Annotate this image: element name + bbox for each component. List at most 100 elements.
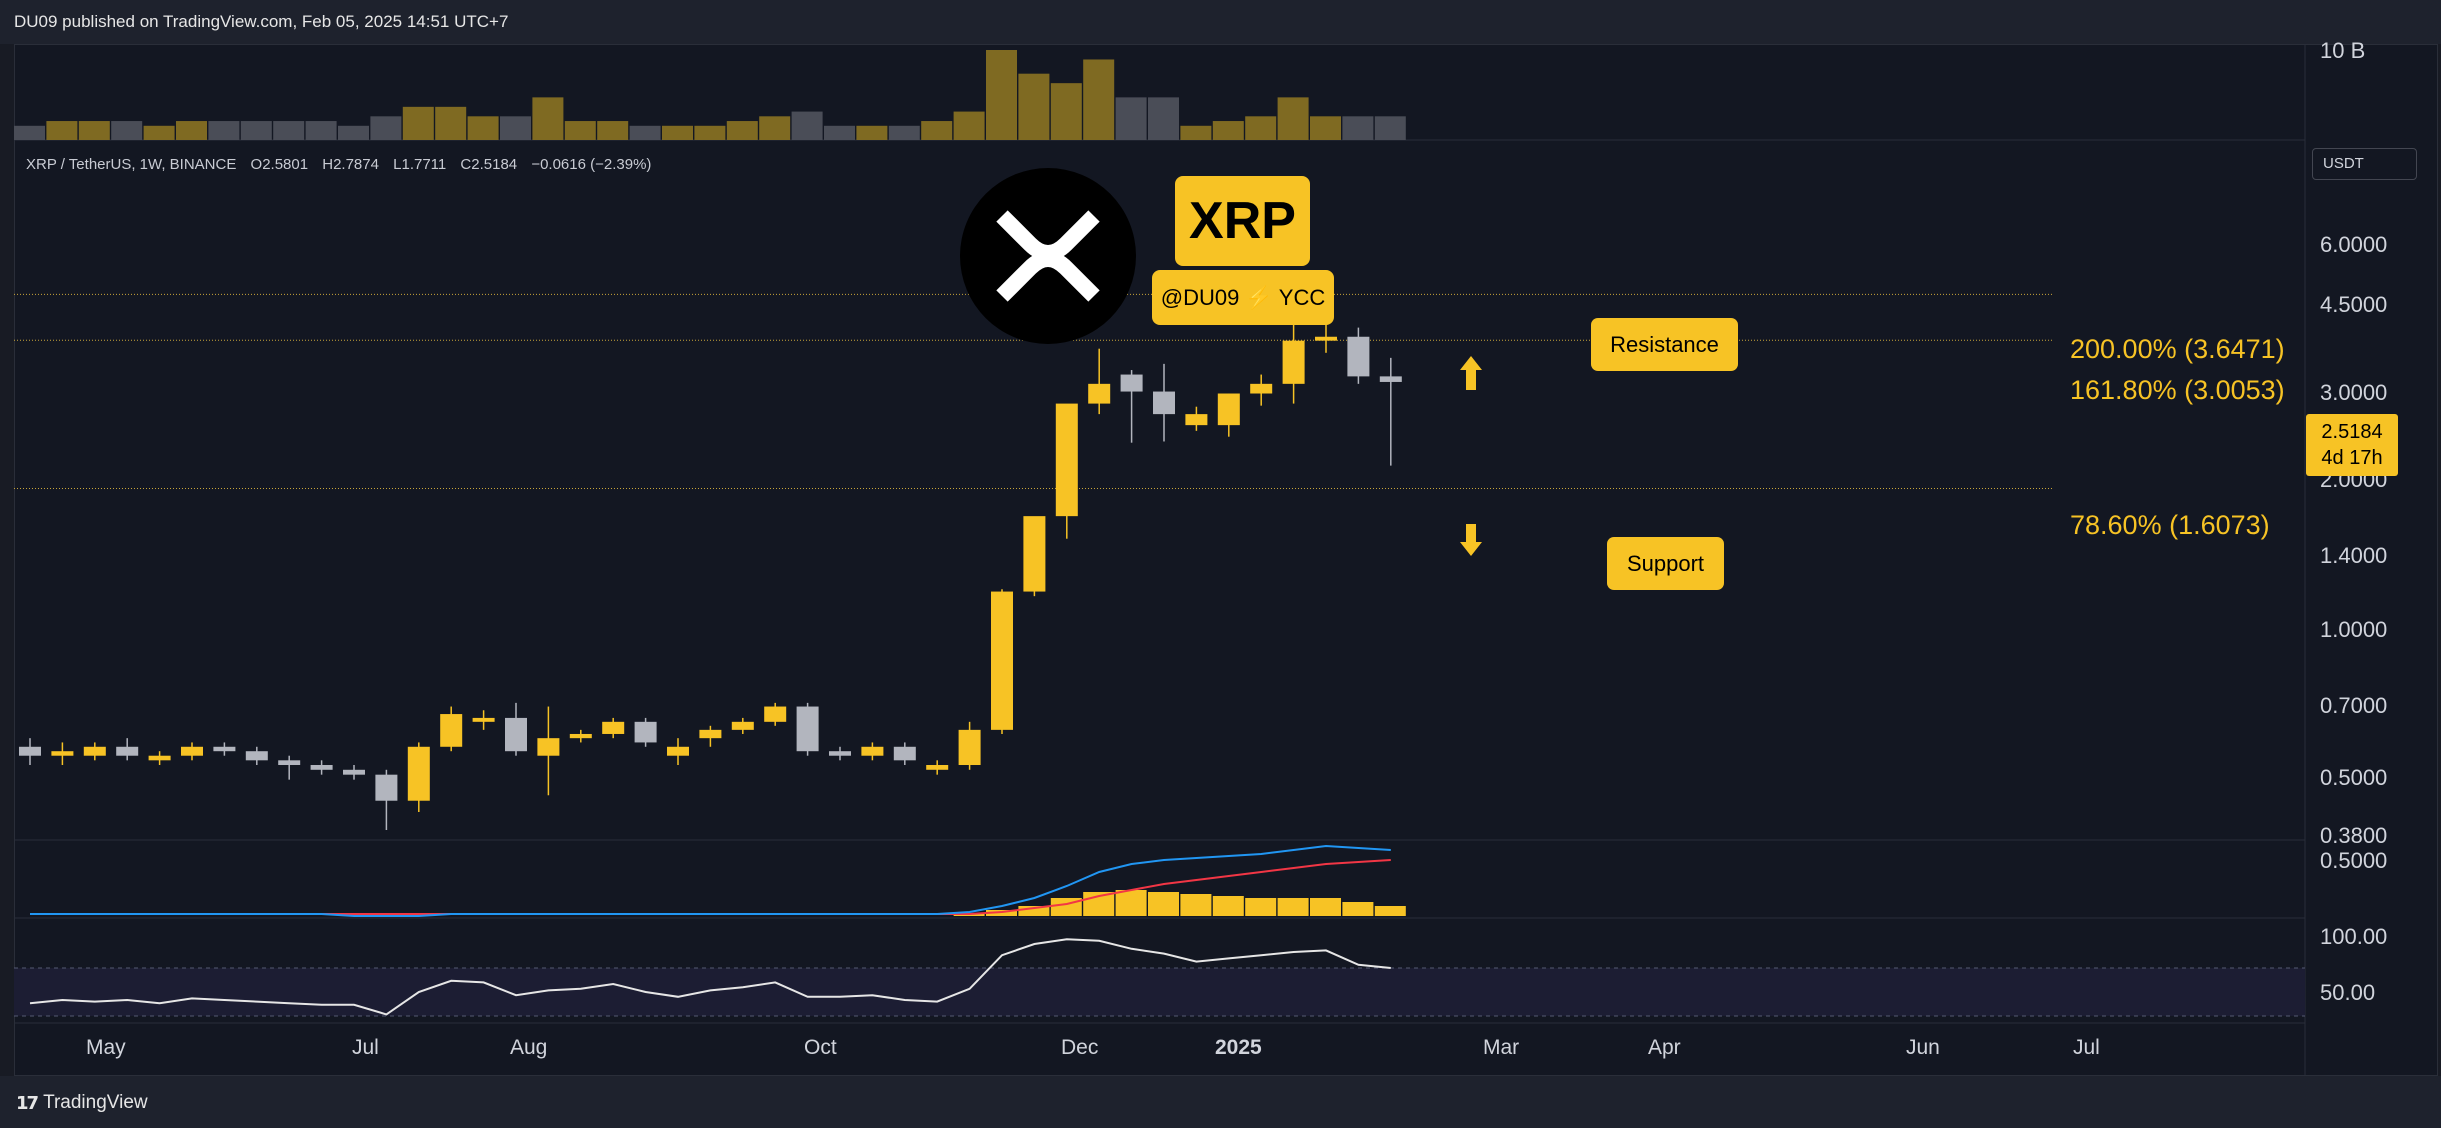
volume-bar bbox=[597, 121, 629, 140]
candle-body bbox=[343, 769, 365, 775]
volume-bar bbox=[888, 125, 920, 140]
candle-body bbox=[634, 721, 657, 743]
price-axis-label: 4.5000 bbox=[2320, 292, 2388, 317]
candle-body bbox=[893, 746, 916, 761]
candle-body bbox=[1185, 414, 1208, 426]
candle-body bbox=[861, 746, 884, 756]
macd-line bbox=[30, 844, 1391, 917]
macd-histogram-bar bbox=[1277, 898, 1309, 916]
candle-body bbox=[1088, 383, 1111, 404]
volume-bar bbox=[564, 121, 596, 140]
macd-histogram-bar bbox=[1018, 906, 1050, 916]
xrp-logo-icon bbox=[960, 168, 1136, 344]
symbol-name: XRP / TetherUS, 1W, BINANCE bbox=[26, 156, 237, 173]
fib-200-label: 200.00% (3.6471) bbox=[2070, 334, 2285, 364]
volume-bar bbox=[629, 125, 661, 140]
candle-body bbox=[213, 746, 236, 752]
price-axis-label: 3.0000 bbox=[2320, 380, 2388, 405]
volume-bar bbox=[240, 121, 272, 140]
candle-body bbox=[310, 765, 333, 770]
volume-bar bbox=[1342, 116, 1374, 140]
macd-histogram-bar bbox=[1115, 890, 1147, 916]
volume-bar bbox=[305, 121, 337, 140]
candle-body bbox=[1282, 340, 1305, 384]
candle-body bbox=[1379, 376, 1402, 382]
candle-body bbox=[1120, 374, 1143, 392]
resistance-label: Resistance bbox=[1591, 318, 1738, 371]
candle-body bbox=[958, 729, 981, 766]
macd-histogram-bar bbox=[1342, 902, 1374, 916]
volume-bar bbox=[759, 116, 791, 140]
time-axis-label: Jul bbox=[2073, 1036, 2100, 1059]
candle-body bbox=[51, 751, 74, 756]
volume-bar bbox=[467, 116, 499, 140]
change-value: −0.0616 (−2.39%) bbox=[531, 156, 652, 173]
volume-bar bbox=[111, 121, 143, 140]
price-axis-label: 6.0000 bbox=[2320, 232, 2388, 257]
group-name: YCC bbox=[1278, 284, 1326, 310]
candle-body bbox=[1250, 383, 1273, 394]
candle-body bbox=[407, 746, 430, 801]
bar-countdown: 4d 17h bbox=[2321, 447, 2383, 469]
volume-bar bbox=[1148, 97, 1179, 140]
macd-histogram-bar bbox=[1212, 896, 1244, 916]
macd-histogram-bar bbox=[1148, 892, 1179, 916]
publish-info: DU09 published on TradingView.com, Feb 0… bbox=[14, 12, 509, 31]
candle-body bbox=[1055, 403, 1078, 517]
volume-bar bbox=[1374, 116, 1406, 140]
macd-histogram-bar bbox=[1180, 894, 1212, 916]
candle-body bbox=[505, 717, 527, 752]
candle-body bbox=[1153, 391, 1175, 415]
high-value: H2.7874 bbox=[322, 156, 379, 173]
price-axis-label: 0.7000 bbox=[2320, 693, 2388, 718]
footer-brand: TradingView bbox=[43, 1092, 148, 1113]
volume-bar bbox=[500, 116, 531, 140]
candle-body bbox=[148, 755, 171, 761]
symbol-legend: XRP / TetherUS, 1W, BINANCE O2.5801 H2.7… bbox=[26, 156, 661, 173]
price-axis-label: 1.0000 bbox=[2320, 617, 2388, 642]
rsi-axis-label: 100.00 bbox=[2320, 924, 2388, 949]
candle-body bbox=[116, 746, 139, 756]
candle-body bbox=[829, 751, 851, 756]
volume-bar bbox=[1310, 116, 1341, 140]
time-axis-label: Oct bbox=[804, 1036, 837, 1059]
candle-body bbox=[1315, 336, 1337, 341]
fib-786-label: 78.60% (1.6073) bbox=[2070, 510, 2270, 540]
volume-bar bbox=[176, 121, 207, 140]
tradingview-logo-icon: 𝟭𝟳 bbox=[16, 1092, 39, 1113]
volume-bar bbox=[46, 121, 78, 140]
candle-body bbox=[472, 717, 495, 722]
currency-button[interactable]: USDT bbox=[2312, 148, 2417, 180]
time-axis-label: 2025 bbox=[1215, 1036, 1262, 1059]
coin-badge: XRP bbox=[1175, 176, 1310, 266]
volume-bar bbox=[694, 125, 726, 140]
time-axis-label: Jul bbox=[352, 1036, 379, 1059]
macd-histogram-bar bbox=[1245, 898, 1277, 916]
current-price: 2.5184 bbox=[2321, 421, 2383, 443]
time-axis-label: Dec bbox=[1061, 1036, 1099, 1059]
rsi-band bbox=[14, 968, 2305, 1016]
volume-bar bbox=[1050, 83, 1082, 140]
candle-body bbox=[1217, 393, 1240, 426]
volume-bar bbox=[14, 125, 45, 140]
fib-161-label: 161.80% (3.0053) bbox=[2070, 375, 2285, 405]
price-axis-label: 0.3800 bbox=[2320, 823, 2388, 848]
volume-bar bbox=[143, 125, 175, 140]
tradingview-logo[interactable]: 𝟭𝟳 TradingView bbox=[16, 1092, 148, 1114]
macd-axis-label: 0.5000 bbox=[2320, 848, 2388, 873]
volume-bar bbox=[1115, 97, 1147, 140]
candle-body bbox=[19, 746, 41, 756]
volume-bar bbox=[1083, 59, 1115, 141]
candle-body bbox=[1347, 336, 1370, 377]
candle-body bbox=[991, 591, 1013, 730]
top-bar: DU09 published on TradingView.com, Feb 0… bbox=[0, 0, 2441, 44]
volume-bar bbox=[856, 125, 888, 140]
up-arrow-icon bbox=[1460, 356, 1482, 390]
candle-body bbox=[1023, 516, 1046, 592]
volume-bar bbox=[370, 116, 402, 140]
candle-body bbox=[278, 760, 301, 766]
volume-bar bbox=[402, 106, 434, 140]
volume-bar bbox=[662, 125, 693, 140]
volume-bar bbox=[921, 121, 953, 140]
